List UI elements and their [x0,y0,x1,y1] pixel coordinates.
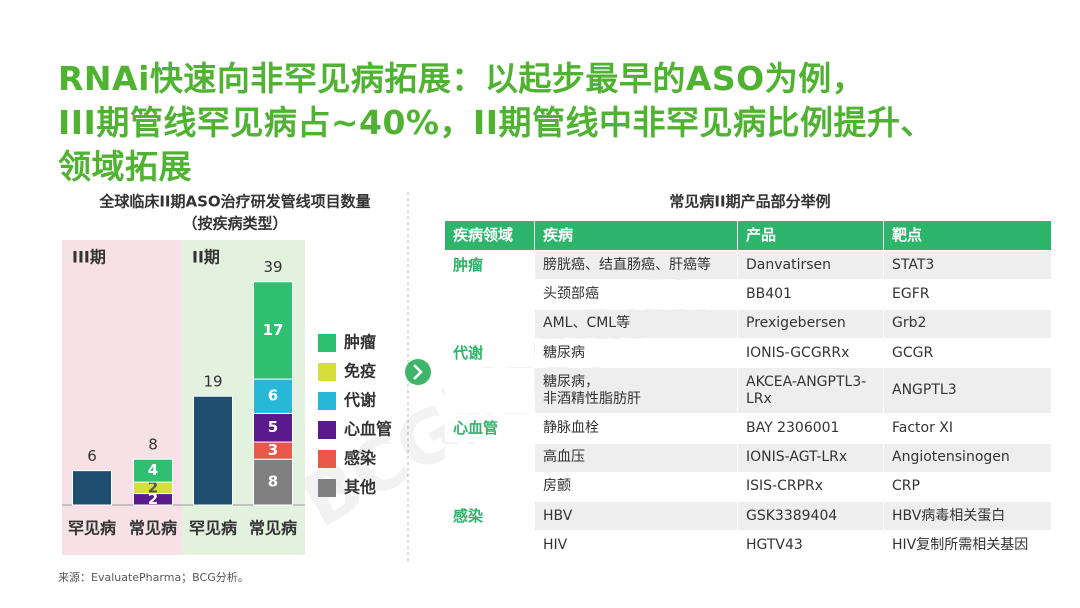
table-cell: AKCEA-ANGPTL3- LRx [738,368,883,414]
group-label: III期 [72,248,106,267]
table-cell: 高血压 [535,443,737,472]
legend-swatch [318,363,336,381]
table-cell: 头颈部癌 [535,280,737,309]
legend-swatch [318,479,336,497]
area-cell [445,472,534,502]
table-cell: Danvatirsen [738,251,883,280]
data-label: 6 [268,387,278,405]
bar-segment [253,412,293,443]
area-cell: 代谢 [445,338,534,368]
table-title: 常见病II期产品部分举例 [669,193,830,211]
legend-swatch [318,450,336,468]
table-cell: 糖尿病， 非酒精性脂肪肝 [535,368,737,414]
arrow-circle [405,359,431,385]
data-label: 8 [268,473,278,491]
table-cell: HGTV43 [738,531,883,560]
table-cell: Angiotensinogen [884,443,1051,472]
area-cell: 心血管 [445,414,534,443]
table-header: 疾病 [535,221,737,250]
arrow [413,364,423,380]
total-label: 39 [263,258,282,276]
table-cell: 静脉血栓 [535,414,737,443]
bar-segment [193,395,233,506]
area-cell [445,443,534,472]
table-cell: HBV [535,502,737,531]
legend-label: 心血管 [344,420,392,439]
table-cell: IONIS-AGT-LRx [738,443,883,472]
legend-label: 感染 [344,449,377,468]
legend-swatch [318,334,336,352]
table-cell: Factor XI [884,414,1051,443]
legend-label: 其他 [344,478,376,497]
total-label: 6 [87,447,97,465]
chart-title: 全球临床II期ASO治疗研发管线项目数量 [98,193,370,211]
table-cell: HBV病毒相关蛋白 [884,502,1051,531]
group-label: II期 [192,248,220,267]
x-tick-label: 常见病 [249,519,297,538]
legend-label: 肿瘤 [344,333,376,352]
table-cell: GCGR [884,338,1051,368]
total-label: 8 [148,436,158,454]
table-cell: AML、CML等 [535,309,737,338]
title-line: RNAi快速向非罕见病拓展：以起步最早的ASO为例， [58,59,866,98]
table-header: 疾病领域 [445,221,534,250]
table-cell: 糖尿病 [535,338,737,368]
table-cell: CRP [884,472,1051,502]
bar-segment [253,378,293,414]
area-cell: 肿瘤 [445,251,534,280]
legend-label: 代谢 [343,391,376,410]
area-cell [445,309,534,338]
area-cell: 感染 [445,502,534,531]
data-label: 5 [268,418,278,436]
footnote: 来源：EvaluatePharma；BCG分析。 [58,570,249,584]
table-cell: Grb2 [884,309,1051,338]
table-cell: ANGPTL3 [884,368,1051,414]
bar-segment [253,281,293,380]
data-label: 17 [263,321,284,339]
table-cell: BAY 2306001 [738,414,883,443]
title-line: 领域拓展 [58,147,192,186]
data-label: 4 [148,461,158,479]
data-label: 2 [148,490,158,508]
table-cell: HIV复制所需相关基因 [884,531,1051,560]
table-header: 靶点 [884,221,1051,250]
table-cell: 房颤 [535,472,737,502]
table-cell: BB401 [738,280,883,309]
legend-swatch [318,392,336,410]
table-cell: Prexigebersen [738,309,883,338]
title-line: III期管线罕见病占~40%，II期管线中非罕见病比例提升、 [58,103,935,142]
x-tick-label: 常见病 [129,519,177,538]
bar-segment [253,458,293,506]
bar-segment [133,458,173,483]
area-cell [445,531,534,560]
table-cell: 膀胱癌、结直肠癌、肝癌等 [535,251,737,280]
area-cell [445,368,534,414]
group-bg [62,240,182,555]
legend-label: 免疫 [344,362,376,381]
table-cell: STAT3 [884,251,1051,280]
data-label: 3 [268,441,278,459]
table-cell: EGFR [884,280,1051,309]
x-tick-label: 罕见病 [189,519,237,538]
table-cell: ISIS-CRPRx [738,472,883,502]
total-label: 19 [203,373,222,391]
chart-subtitle: （按疾病类型） [182,215,287,233]
table-cell: GSK3389404 [738,502,883,531]
table-header: 产品 [738,221,883,250]
table-cell: HIV [535,531,737,560]
legend-swatch [318,421,336,439]
table-cell: IONIS-GCGRRx [738,338,883,368]
area-cell [445,280,534,309]
data-label: 2 [148,478,158,496]
x-tick-label: 罕见病 [68,519,116,538]
bar-segment [72,470,112,506]
